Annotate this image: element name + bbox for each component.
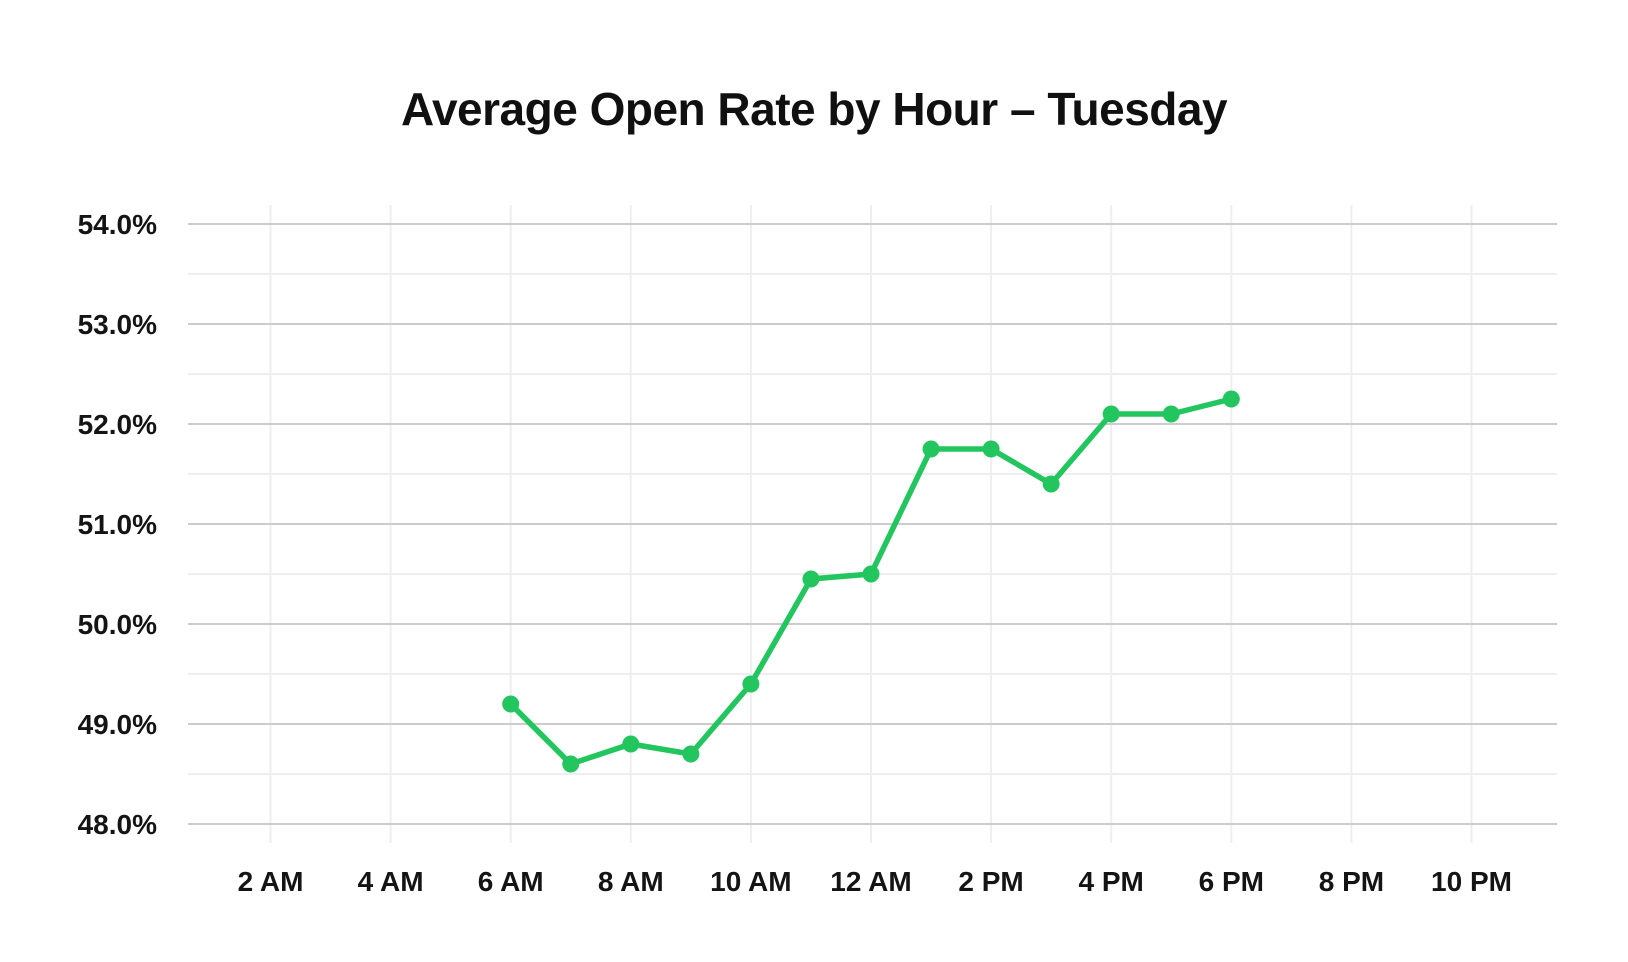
x-axis-label: 4 PM <box>1079 866 1144 897</box>
data-point <box>562 755 580 773</box>
data-point <box>622 735 640 753</box>
y-axis-label: 53.0% <box>78 309 157 340</box>
data-point <box>862 565 880 583</box>
data-point <box>802 570 820 588</box>
y-axis-label: 54.0% <box>78 209 157 240</box>
chart-title: Average Open Rate by Hour – Tuesday <box>400 83 1228 135</box>
x-axis-label: 2 AM <box>238 866 304 897</box>
data-point <box>1162 405 1180 423</box>
data-point <box>922 440 940 458</box>
x-axis-label: 8 AM <box>598 866 664 897</box>
x-axis-label: 10 AM <box>710 866 791 897</box>
y-axis-label: 50.0% <box>78 609 157 640</box>
data-point <box>1042 475 1060 493</box>
data-point <box>1222 390 1240 408</box>
x-axis-label: 6 AM <box>478 866 544 897</box>
x-axis-label: 4 AM <box>358 866 424 897</box>
x-axis-label: 8 PM <box>1319 866 1384 897</box>
data-point <box>1102 405 1120 423</box>
data-point <box>982 440 1000 458</box>
y-axis-label: 51.0% <box>78 509 157 540</box>
y-axis-label: 52.0% <box>78 409 157 440</box>
y-axis-label: 48.0% <box>78 809 157 840</box>
x-axis-label: 10 PM <box>1431 866 1512 897</box>
y-axis-label: 49.0% <box>78 709 157 740</box>
x-axis-label: 2 PM <box>958 866 1023 897</box>
data-point <box>682 745 700 763</box>
x-axis-label: 12 AM <box>830 866 911 897</box>
x-axis-label: 6 PM <box>1199 866 1264 897</box>
data-point <box>502 695 520 713</box>
data-point <box>742 675 760 693</box>
